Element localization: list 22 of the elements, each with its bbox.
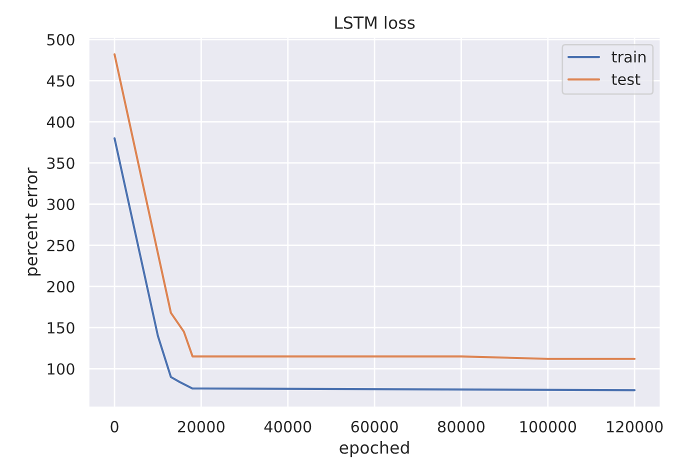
y-tick-label: 400 — [46, 116, 74, 128]
line-series — [113, 137, 636, 392]
x-tick-label: 60000 — [351, 420, 398, 432]
x-tick-label: 100000 — [520, 420, 576, 432]
y-tick-label: 450 — [46, 75, 74, 87]
chart-title: LSTM loss — [335, 16, 415, 29]
y-tick-label: 350 — [47, 157, 74, 169]
x-axis-title: epoched — [340, 440, 409, 458]
y-tick-label: 100 — [48, 363, 74, 375]
legend-label: test — [612, 74, 640, 86]
y-tick-label: 200 — [47, 280, 74, 292]
x-tick-label: 120000 — [607, 420, 663, 432]
y-tick-label: 150 — [48, 322, 74, 334]
x-tick-label: 0 — [110, 420, 118, 432]
x-tick-label: 80000 — [438, 420, 485, 432]
y-tick-label: 250 — [47, 240, 74, 252]
y-tick-label: 500 — [47, 34, 74, 46]
x-tick-label: 20000 — [178, 420, 224, 432]
x-tick-label: 40000 — [264, 420, 312, 432]
y-tick-label: 300 — [47, 198, 74, 210]
y-axis-title: percent error — [25, 168, 41, 276]
legend-label: train — [612, 50, 646, 63]
